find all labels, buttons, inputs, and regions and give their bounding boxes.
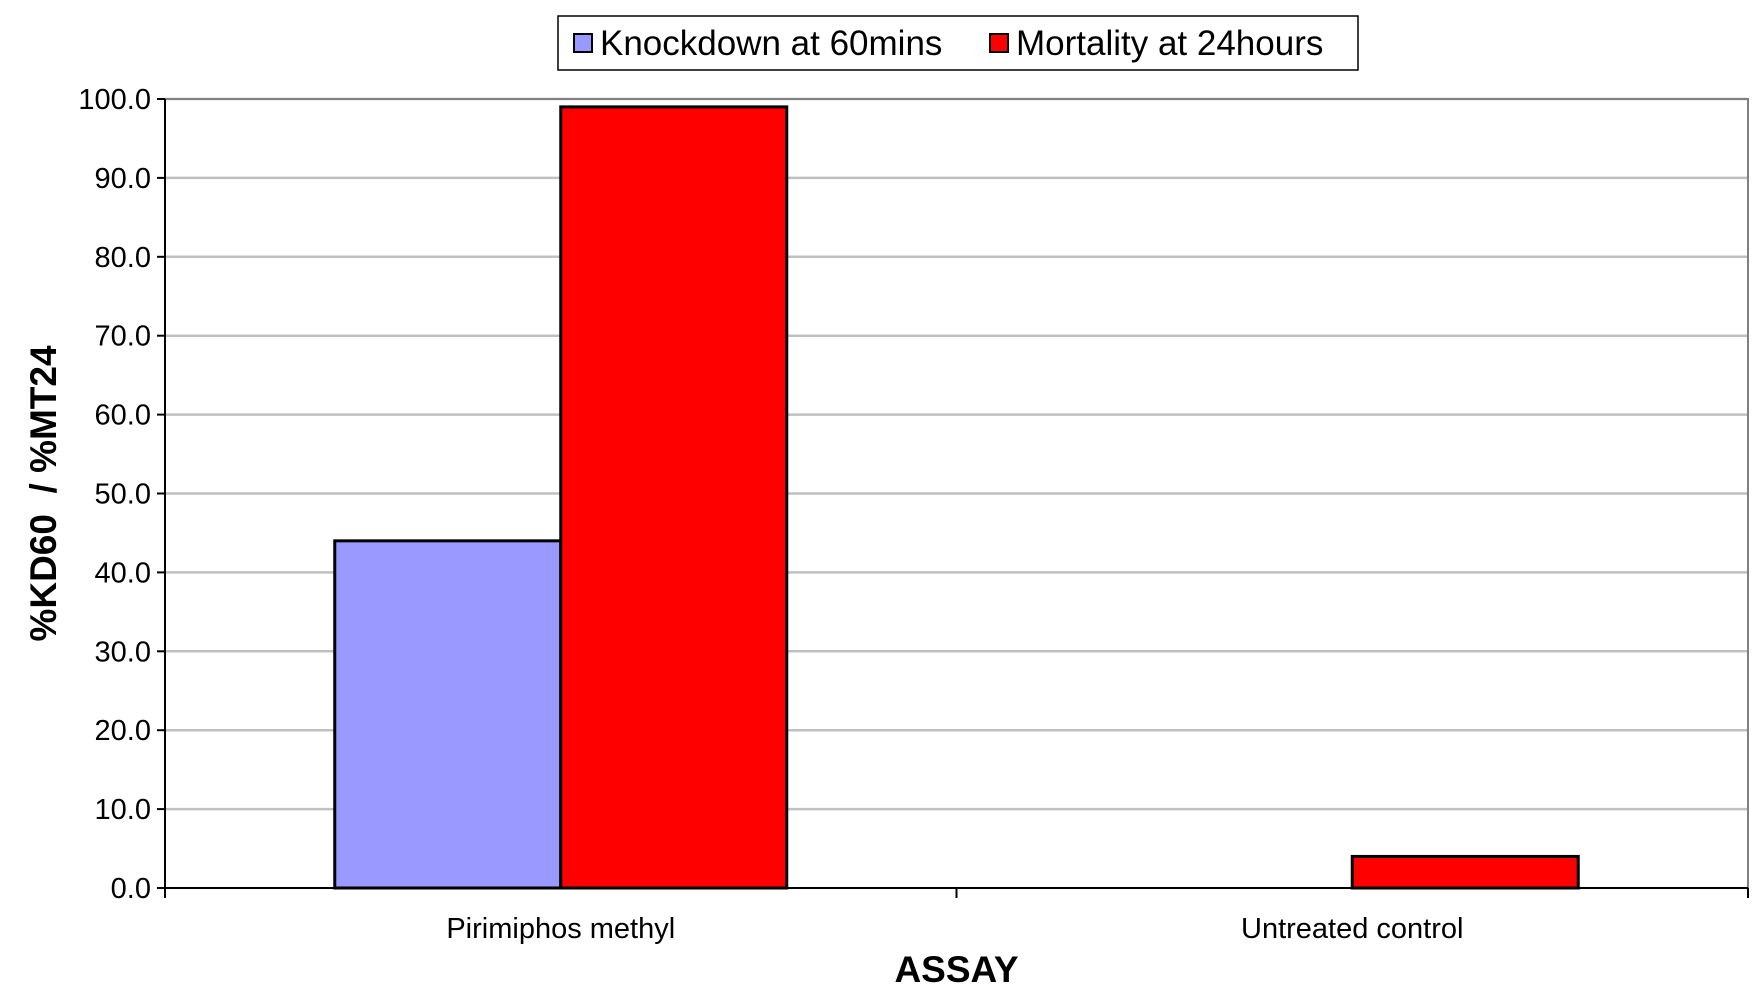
y-tick-label: 100.0 (78, 84, 151, 116)
axes (157, 98, 1749, 898)
bar-knockdown-at-60mins-pirimiphos-methyl (333, 539, 563, 890)
legend-box (557, 15, 1359, 71)
legend-label-mortality: Mortality at 24hours (1016, 24, 1323, 63)
y-tick-label: 0.0 (111, 873, 151, 905)
bars (333, 105, 1580, 890)
y-tick-label: 40.0 (95, 557, 151, 589)
y-tick-label: 10.0 (95, 794, 151, 826)
legend-swatch-knockdown (573, 33, 593, 53)
y-tick-label: 60.0 (95, 400, 151, 432)
legend: Knockdown at 60mins Mortality at 24hours (557, 15, 1359, 71)
x-tick-label: Pirimiphos methyl (446, 913, 675, 945)
y-tick-label: 50.0 (95, 479, 151, 511)
bar-mortality-at-24hours-pirimiphos-methyl (559, 105, 789, 890)
legend-swatch-mortality (989, 33, 1009, 53)
y-tick-label: 80.0 (95, 242, 151, 274)
x-tick-labels: Pirimiphos methyl Untreated control (446, 913, 1463, 945)
y-tick-label: 70.0 (95, 321, 151, 353)
x-tick-label: Untreated control (1241, 913, 1463, 945)
y-tick-label: 30.0 (95, 636, 151, 668)
y-axis-title: %KD60 / %MT24 (23, 345, 64, 642)
bar-mortality-at-24hours-untreated-control (1350, 854, 1580, 890)
y-tick-labels: 0.0 10.0 20.0 30.0 40.0 50.0 60.0 70.0 80.0 90.0 1… (78, 84, 151, 905)
y-tick-label: 20.0 (95, 715, 151, 747)
legend-label-knockdown: Knockdown at 60mins (600, 24, 942, 63)
x-axis-title: ASSAY (894, 949, 1018, 990)
y-tick-label: 90.0 (95, 163, 151, 195)
